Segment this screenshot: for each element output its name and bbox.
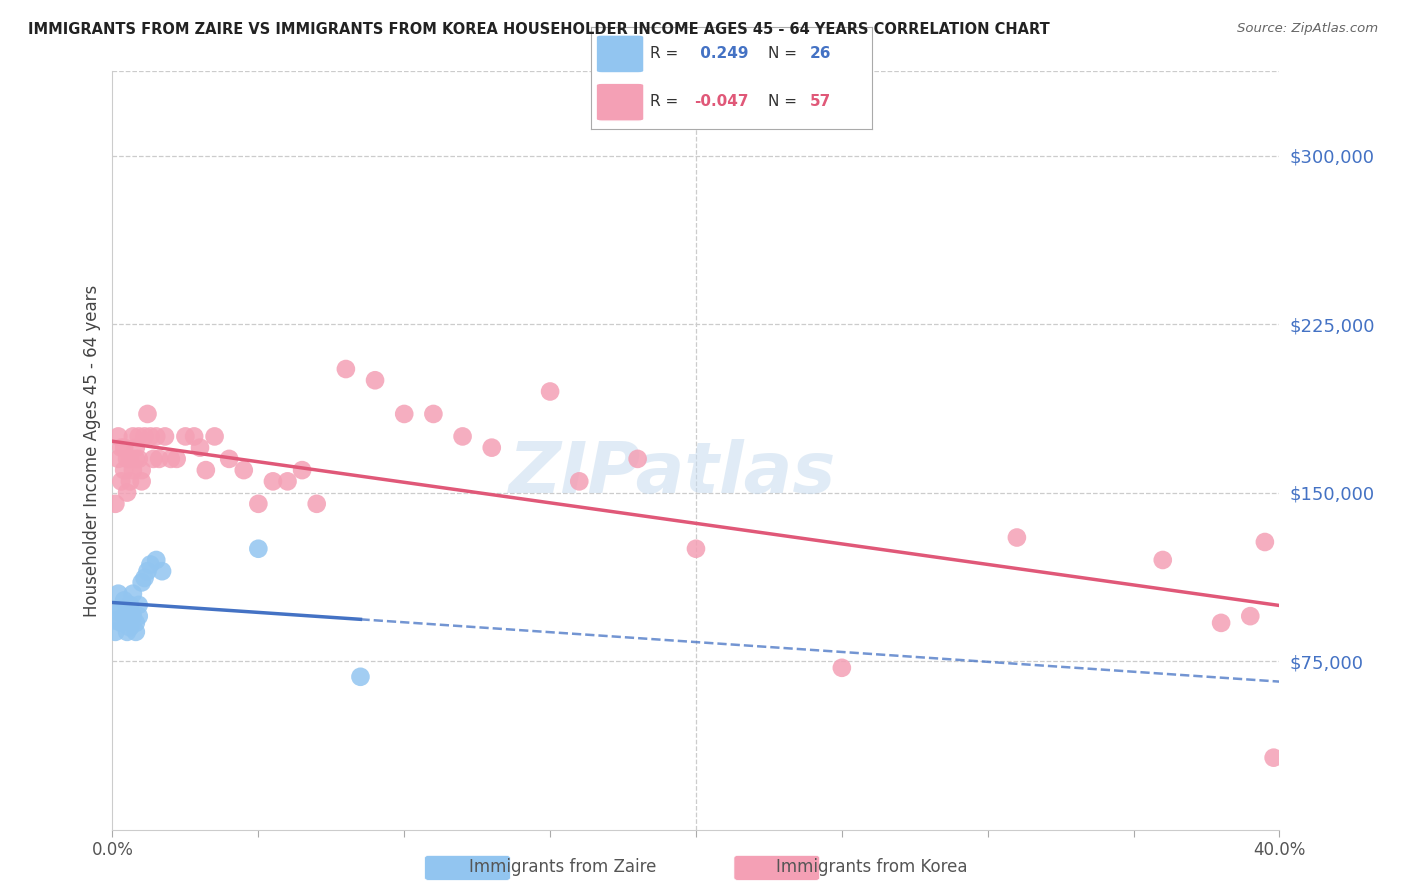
- Y-axis label: Householder Income Ages 45 - 64 years: Householder Income Ages 45 - 64 years: [83, 285, 101, 616]
- Point: [139, 429, 162, 443]
- Point: [118, 598, 141, 612]
- Point: [335, 362, 357, 376]
- Text: N =: N =: [768, 95, 797, 109]
- Point: [262, 475, 284, 489]
- Point: [112, 593, 135, 607]
- Point: [134, 571, 156, 585]
- Point: [145, 553, 167, 567]
- Text: R =: R =: [650, 95, 678, 109]
- Point: [110, 615, 132, 630]
- Text: -0.047: -0.047: [695, 95, 749, 109]
- Point: [104, 497, 127, 511]
- Point: [122, 587, 145, 601]
- Point: [160, 451, 183, 466]
- Point: [685, 541, 707, 556]
- FancyBboxPatch shape: [596, 83, 644, 121]
- Point: [291, 463, 314, 477]
- Point: [131, 475, 153, 489]
- Point: [125, 624, 148, 639]
- Point: [115, 609, 138, 624]
- Point: [122, 429, 145, 443]
- Point: [112, 441, 135, 455]
- Point: [153, 429, 176, 443]
- Point: [232, 463, 254, 477]
- Point: [110, 602, 132, 616]
- Point: [104, 614, 127, 628]
- FancyBboxPatch shape: [596, 35, 644, 73]
- Text: R =: R =: [650, 45, 678, 61]
- Point: [139, 558, 162, 572]
- Point: [1263, 750, 1285, 764]
- Point: [1005, 531, 1028, 545]
- Point: [122, 463, 145, 477]
- Point: [451, 429, 474, 443]
- Point: [394, 407, 416, 421]
- Point: [145, 429, 167, 443]
- Point: [110, 441, 132, 455]
- Text: 0.249: 0.249: [695, 45, 748, 61]
- Point: [349, 670, 371, 684]
- Point: [174, 429, 197, 443]
- Point: [128, 598, 150, 612]
- Point: [125, 441, 148, 455]
- Point: [136, 564, 159, 578]
- Point: [118, 475, 141, 489]
- Point: [188, 441, 211, 455]
- Text: 57: 57: [810, 95, 831, 109]
- Point: [112, 609, 135, 624]
- Text: 26: 26: [810, 45, 831, 61]
- Point: [125, 451, 148, 466]
- Point: [107, 429, 129, 443]
- Text: N =: N =: [768, 45, 797, 61]
- Point: [166, 451, 188, 466]
- Text: ZIPatlas: ZIPatlas: [509, 439, 837, 508]
- Point: [150, 564, 173, 578]
- Point: [128, 429, 150, 443]
- Point: [627, 451, 650, 466]
- Point: [1254, 535, 1277, 549]
- Point: [131, 463, 153, 477]
- Text: Immigrants from Korea: Immigrants from Korea: [776, 858, 967, 876]
- Point: [131, 575, 153, 590]
- Point: [112, 463, 135, 477]
- Point: [142, 451, 165, 466]
- Point: [115, 624, 138, 639]
- Point: [110, 475, 132, 489]
- Point: [136, 407, 159, 421]
- Point: [422, 407, 444, 421]
- Point: [125, 615, 148, 630]
- Text: IMMIGRANTS FROM ZAIRE VS IMMIGRANTS FROM KOREA HOUSEHOLDER INCOME AGES 45 - 64 Y: IMMIGRANTS FROM ZAIRE VS IMMIGRANTS FROM…: [28, 22, 1050, 37]
- Point: [115, 485, 138, 500]
- Point: [831, 661, 853, 675]
- Point: [118, 451, 141, 466]
- Point: [1152, 553, 1174, 567]
- Point: [115, 451, 138, 466]
- Point: [194, 463, 217, 477]
- Text: Immigrants from Zaire: Immigrants from Zaire: [468, 858, 657, 876]
- Point: [276, 475, 298, 489]
- Point: [122, 609, 145, 624]
- Point: [134, 429, 156, 443]
- Point: [1239, 609, 1261, 624]
- Point: [247, 541, 270, 556]
- Point: [148, 451, 170, 466]
- Point: [107, 451, 129, 466]
- Point: [104, 624, 127, 639]
- Point: [218, 451, 240, 466]
- Text: Source: ZipAtlas.com: Source: ZipAtlas.com: [1237, 22, 1378, 36]
- Point: [305, 497, 328, 511]
- Point: [481, 441, 503, 455]
- Point: [128, 451, 150, 466]
- Point: [107, 605, 129, 619]
- Point: [118, 620, 141, 634]
- Point: [183, 429, 205, 443]
- Point: [1209, 615, 1232, 630]
- Point: [247, 497, 270, 511]
- Point: [107, 587, 129, 601]
- Point: [204, 429, 226, 443]
- Point: [538, 384, 561, 399]
- Point: [364, 373, 387, 387]
- Point: [568, 475, 591, 489]
- Point: [128, 609, 150, 624]
